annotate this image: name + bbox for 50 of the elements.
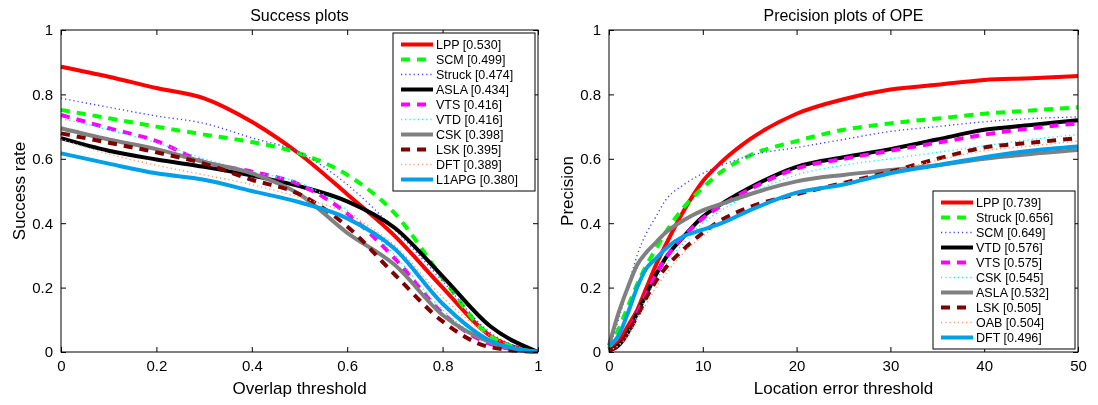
y-tick-label: 0.8 (580, 85, 601, 103)
x-tick-label: 0.4 (241, 356, 263, 374)
y-tick-label: 0.2 (580, 278, 601, 296)
legend-label: Struck [0.656] (976, 211, 1054, 225)
chart-title: Success plots (250, 7, 349, 24)
y-tick-label: 1 (592, 21, 601, 39)
x-tick-label: 1 (534, 356, 543, 374)
legend-label: CSK [0.545] (976, 271, 1044, 285)
legend-label: LPP [0.739] (976, 196, 1042, 210)
legend-label: VTS [0.575] (976, 256, 1043, 270)
y-tick-label: 0.6 (32, 150, 53, 168)
x-axis-title: Location error threshold (753, 379, 934, 398)
legend-label: ASLA [0.532] (976, 286, 1049, 300)
x-axis-title: Overlap threshold (232, 379, 367, 398)
legend-label: Struck [0.474] (436, 68, 514, 82)
legend-label: LSK [0.505] (976, 301, 1042, 315)
y-axis-title: Precision (558, 156, 577, 226)
y-tick-label: 0 (592, 343, 601, 361)
legend-label: OAB [0.504] (976, 316, 1045, 330)
x-tick-label: 50 (1070, 356, 1087, 374)
legend-label: DFT [0.389] (436, 158, 502, 172)
x-tick-label: 0.8 (432, 356, 454, 374)
legend-label: L1APG [0.380] (436, 173, 519, 187)
legend-label: LPP [0.530] (436, 38, 502, 52)
legend-label: ASLA [0.434] (436, 83, 509, 97)
y-tick-label: 0.2 (32, 278, 53, 296)
x-tick-label: 0.2 (146, 356, 168, 374)
y-tick-label: 1 (44, 21, 53, 39)
y-tick-label: 0.8 (32, 85, 53, 103)
legend-label: SCM [0.649] (976, 226, 1046, 240)
legend-label: VTD [0.416] (436, 113, 503, 127)
legend-label: SCM [0.499] (436, 53, 506, 67)
chart-title: Precision plots of OPE (763, 7, 924, 24)
legend-label: CSK [0.398] (436, 128, 504, 142)
legend-label: VTS [0.416] (436, 98, 503, 112)
y-tick-label: 0.4 (580, 214, 601, 232)
x-tick-label: 0 (57, 356, 66, 374)
x-tick-label: 20 (788, 356, 806, 374)
x-tick-label: 40 (976, 356, 994, 374)
x-tick-label: 10 (694, 356, 712, 374)
y-tick-label: 0.4 (32, 214, 53, 232)
y-tick-label: 0 (44, 343, 53, 361)
x-tick-label: 0.6 (337, 356, 359, 374)
legend-label: LSK [0.395] (436, 143, 502, 157)
legend-label: DFT [0.496] (976, 331, 1042, 345)
legend-label: VTD [0.576] (976, 241, 1043, 255)
y-axis-title: Success rate (10, 141, 29, 241)
x-tick-label: 30 (882, 356, 900, 374)
y-tick-label: 0.6 (580, 150, 601, 168)
x-tick-label: 0 (605, 356, 614, 374)
